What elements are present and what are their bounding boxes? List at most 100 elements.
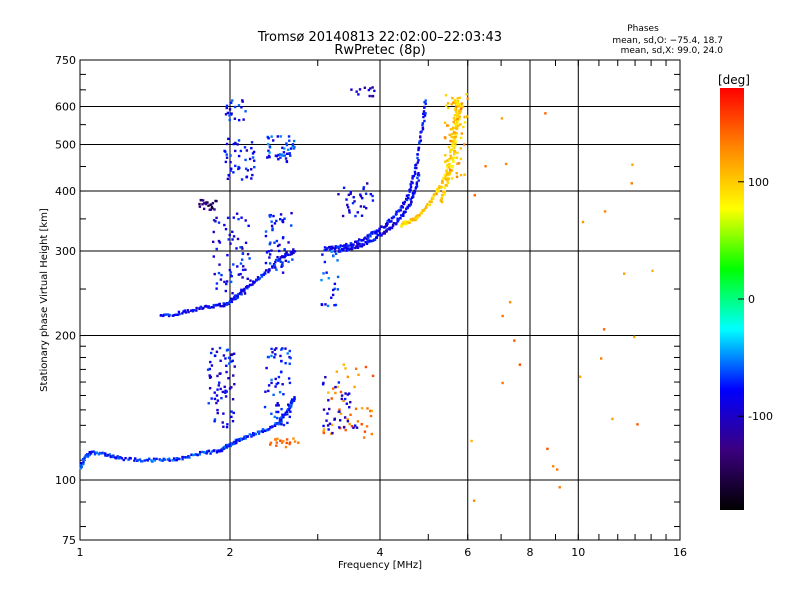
- data-point: [364, 236, 367, 239]
- data-point: [246, 277, 249, 280]
- data-point: [229, 169, 232, 172]
- data-point: [417, 147, 420, 150]
- data-point: [80, 461, 83, 465]
- data-point: [455, 126, 459, 130]
- data-point: [282, 151, 286, 154]
- data-point: [337, 381, 341, 384]
- data-point: [235, 440, 238, 443]
- data-point: [371, 230, 374, 234]
- data-point: [224, 391, 227, 394]
- data-point: [456, 99, 460, 103]
- data-point: [212, 255, 215, 258]
- data-point: [236, 438, 239, 442]
- data-point: [265, 251, 269, 254]
- data-point: [284, 411, 287, 414]
- data-point: [267, 137, 270, 140]
- data-point: [218, 302, 221, 306]
- data-point: [276, 437, 279, 440]
- data-point: [236, 143, 239, 146]
- data-point: [90, 450, 94, 453]
- data-point: [395, 212, 398, 216]
- data-point: [383, 232, 386, 235]
- data-point: [217, 384, 220, 387]
- data-point: [229, 101, 233, 104]
- data-point: [275, 410, 278, 414]
- data-point: [454, 144, 457, 147]
- data-point: [426, 203, 429, 206]
- data-point: [232, 352, 236, 355]
- data-point: [362, 436, 366, 439]
- data-point: [354, 407, 358, 411]
- data-point: [229, 242, 232, 245]
- data-point: [97, 453, 101, 456]
- data-point: [217, 271, 221, 275]
- data-point: [208, 387, 212, 390]
- data-point: [212, 303, 215, 307]
- data-point: [232, 411, 235, 415]
- data-point: [225, 443, 229, 447]
- data-point: [203, 451, 207, 454]
- data-point: [236, 294, 239, 298]
- data-point: [330, 423, 334, 426]
- data-point: [267, 270, 270, 274]
- data-point: [274, 385, 277, 388]
- x-tick-label: 1: [77, 546, 84, 559]
- data-point: [392, 221, 396, 225]
- data-point: [274, 353, 277, 356]
- data-point: [82, 458, 85, 461]
- data-point: [453, 126, 457, 130]
- data-point: [361, 196, 364, 200]
- data-point: [367, 240, 370, 244]
- data-point: [450, 103, 453, 106]
- data-point: [93, 453, 97, 456]
- data-point: [231, 398, 235, 401]
- data-point: [284, 347, 287, 350]
- data-point: [285, 160, 289, 163]
- data-point: [244, 241, 248, 245]
- data-point: [209, 351, 213, 355]
- data-point: [279, 213, 283, 216]
- data-point: [401, 223, 404, 226]
- data-point: [636, 423, 639, 426]
- grid-lines: [80, 60, 680, 540]
- data-point: [198, 205, 202, 208]
- data-point: [275, 268, 278, 271]
- data-point: [275, 416, 279, 420]
- data-point: [201, 450, 204, 454]
- data-point: [211, 206, 214, 210]
- data-point: [418, 142, 421, 145]
- data-point: [281, 383, 284, 386]
- data-point: [344, 367, 347, 370]
- data-point: [278, 422, 281, 425]
- data-point: [278, 258, 281, 261]
- data-point: [337, 250, 341, 253]
- data-point: [366, 236, 370, 240]
- data-point: [369, 192, 373, 196]
- data-point: [92, 450, 95, 453]
- data-point: [450, 135, 453, 138]
- data-point: [273, 415, 276, 419]
- y-tick-label: 400: [55, 185, 76, 198]
- data-point: [443, 173, 446, 177]
- data-point: [375, 229, 379, 232]
- data-point: [501, 381, 504, 385]
- data-point: [198, 306, 201, 310]
- data-point: [418, 213, 421, 217]
- data-point: [268, 242, 272, 246]
- data-point: [227, 356, 231, 359]
- data-point: [446, 181, 449, 185]
- data-point: [164, 458, 167, 461]
- data-point: [251, 432, 255, 435]
- data-point: [456, 124, 460, 127]
- data-point: [264, 269, 268, 272]
- data-point: [415, 166, 418, 170]
- data-point: [454, 100, 458, 103]
- data-point: [271, 227, 274, 230]
- data-point: [421, 123, 424, 127]
- data-point: [249, 279, 252, 282]
- data-point: [86, 455, 90, 458]
- data-point: [136, 458, 140, 462]
- data-point: [325, 271, 328, 274]
- data-point: [278, 420, 281, 423]
- data-point: [222, 412, 225, 415]
